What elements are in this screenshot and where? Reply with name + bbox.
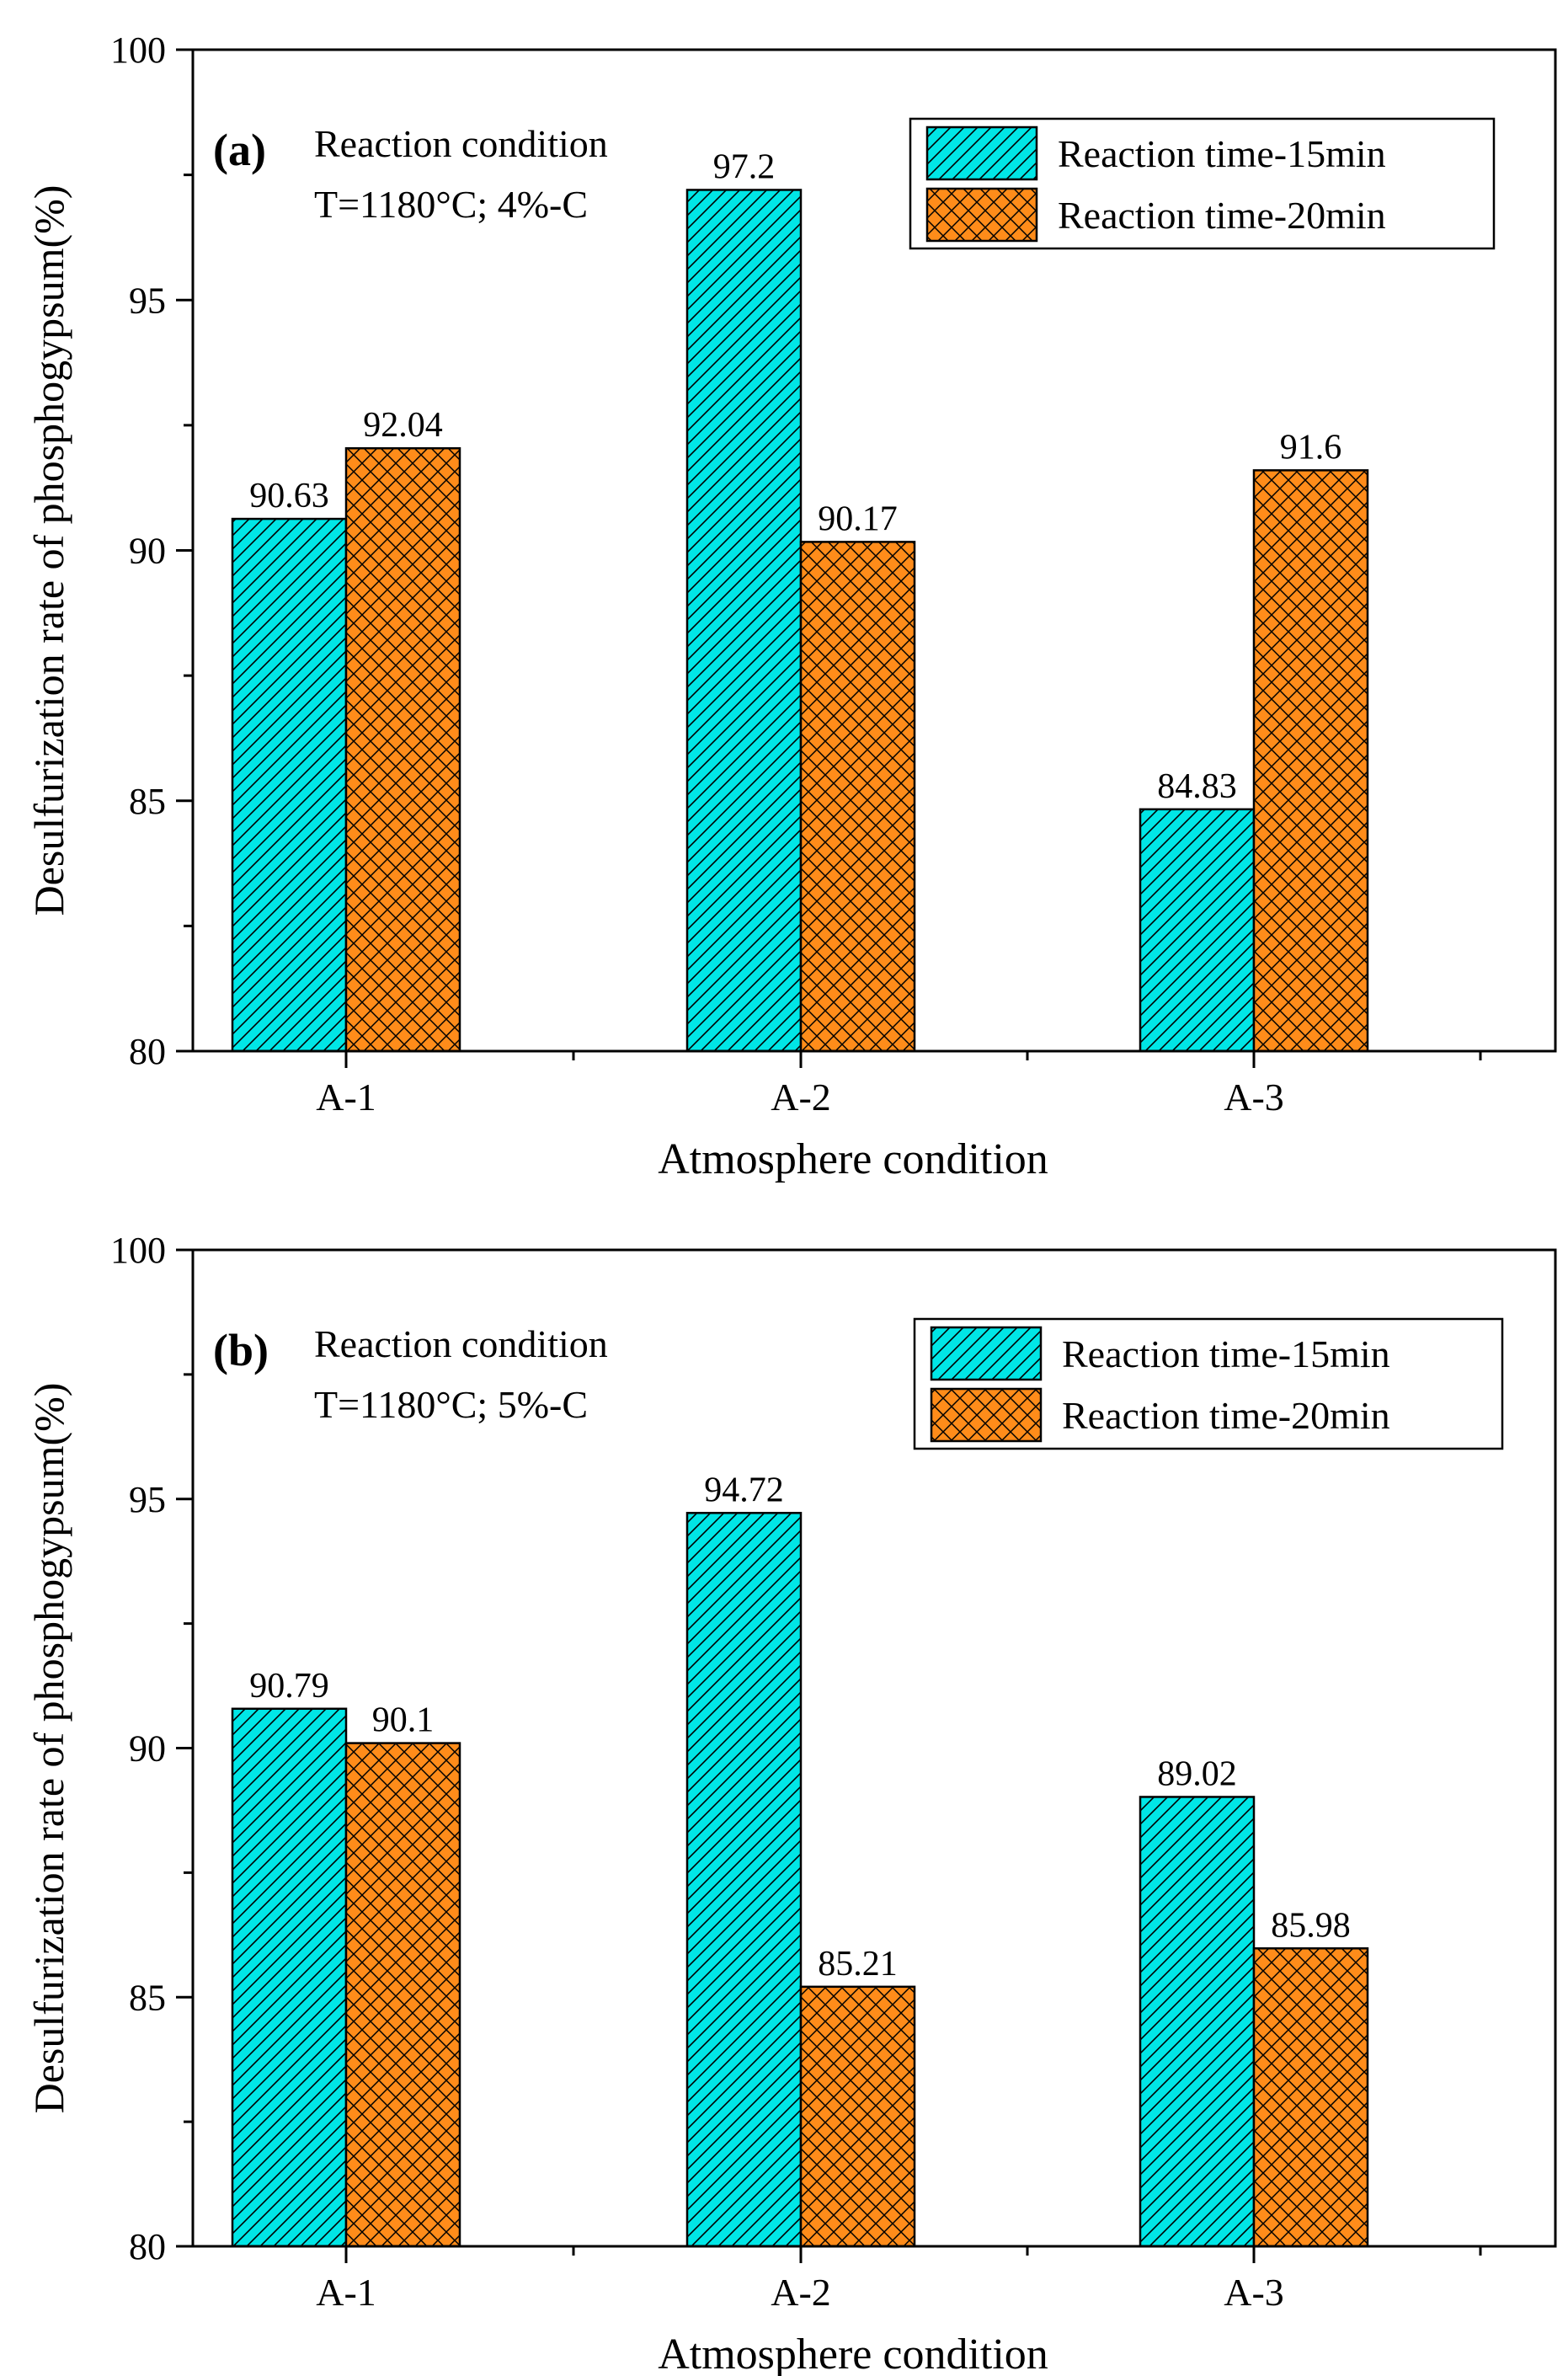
legend-label: Reaction time-20min [1058,194,1386,237]
legend-swatch-15min [930,1326,1043,1381]
data-label: 90.79 [249,1667,329,1706]
bar-15min-a-1 [231,1707,348,2248]
legend-swatch-20min [925,187,1038,243]
legend-swatch-20min [930,1387,1043,1443]
x-tick-label: A-3 [1224,1076,1284,1119]
annotation-line: T=1180°C; 5%-C [314,1383,588,1426]
data-label: 94.72 [704,1471,784,1509]
bar-20min-a-1 [344,1742,461,2248]
data-label: 91.6 [1280,428,1342,467]
y-axis-title: Desulfurization rate of phosphogypsum(%) [25,1383,72,2114]
data-label: 85.21 [818,1945,898,1984]
legend-label: Reaction time-15min [1062,1332,1390,1375]
bar-20min-a-1 [344,446,461,1053]
bar-20min-a-2 [799,541,916,1053]
chart-panel-a: 90.63 97.2 84.83 92.04 90.17 91.6 80 85 90 95 100 A… [25,29,1557,1183]
x-axis-title: Atmosphere condition [658,1135,1048,1183]
data-label: 97.2 [713,147,776,186]
y-tick-label: 85 [129,781,166,822]
panel-label: (b) [213,1325,269,1375]
y-tick-label: 100 [110,29,166,71]
y-axis-title: Desulfurization rate of phosphogypsum(%) [25,185,72,916]
data-label: 90.1 [372,1701,435,1740]
data-label: 90.17 [818,499,898,538]
x-tick-label: A-2 [771,1076,831,1119]
y-tick-label: 80 [129,2226,166,2267]
bar-15min-a-1 [231,517,348,1053]
bar-20min-a-3 [1252,1947,1369,2248]
legend-label: Reaction time-15min [1058,132,1386,175]
annotation-line: Reaction condition [314,1322,608,1365]
data-label: 84.83 [1157,767,1237,806]
bar-15min-a-2 [685,189,803,1053]
data-label: 92.04 [363,406,443,445]
data-label: 90.63 [249,477,329,515]
y-tick-label: 90 [129,531,166,572]
chart-panel-b: 90.79 94.72 89.02 90.1 85.21 85.98 80 85 90 95 100… [25,1230,1557,2376]
y-tick-label: 90 [129,1728,166,1770]
x-tick-label: A-2 [771,2271,831,2314]
data-label: 85.98 [1271,1906,1351,1945]
y-tick-label: 100 [110,1230,166,1271]
data-label: 89.02 [1157,1754,1237,1793]
y-tick-label: 95 [129,1479,166,1520]
annotation-line: Reaction condition [314,122,608,165]
x-axis-title: Atmosphere condition [658,2331,1048,2376]
panel-label: (a) [213,125,266,175]
x-tick-label: A-1 [316,2271,376,2314]
bar-15min-a-2 [685,1512,803,2248]
bar-20min-a-3 [1252,469,1369,1053]
x-tick-label: A-3 [1224,2271,1284,2314]
annotation-line: T=1180°C; 4%-C [314,183,588,226]
legend-label: Reaction time-20min [1062,1394,1390,1437]
y-tick-label: 95 [129,280,166,321]
bar-15min-a-3 [1139,808,1256,1053]
bar-15min-a-3 [1139,1796,1256,2248]
x-tick-label: A-1 [316,1076,376,1119]
y-tick-label: 80 [129,1031,166,1072]
bar-20min-a-2 [799,1985,916,2248]
legend-swatch-15min [925,125,1038,181]
y-tick-label: 85 [129,1977,166,2018]
